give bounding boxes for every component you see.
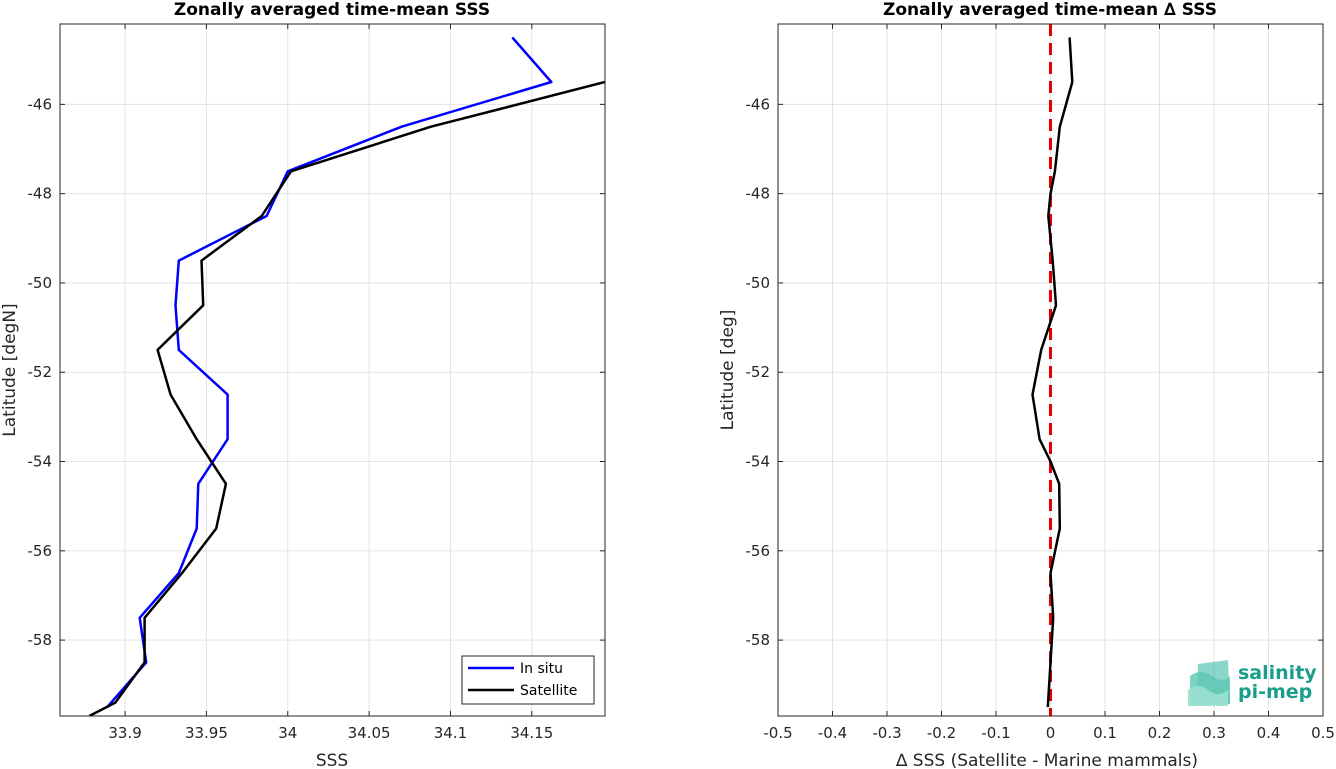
delta-sss-y-tick-label: -50 bbox=[746, 274, 771, 292]
sss-legend: In situ Satellite bbox=[461, 655, 595, 705]
delta-sss-x-tick-label: 0.5 bbox=[1311, 724, 1335, 742]
delta-sss-axis-ticks: -0.5 -0.4 -0.3 -0.2 -0.1 0 0.1 0.2 0.3 0.4 0.5 -46 -… bbox=[746, 24, 1335, 742]
delta-sss-series bbox=[1031, 24, 1074, 716]
delta-sss-y-tick-label: -48 bbox=[746, 185, 771, 203]
legend-label-satellite: Satellite bbox=[520, 683, 577, 699]
sss-panel-title: Zonally averaged time-mean SSS bbox=[174, 0, 490, 20]
legend-label-in-situ: In situ bbox=[520, 661, 563, 677]
delta-sss-x-axis-label: ∆ SSS (Satellite - Marine mammals) bbox=[895, 751, 1198, 769]
delta-sss-y-tick-label: -52 bbox=[746, 363, 771, 381]
salinity-pi-mep-logo: salinity pi-mep bbox=[1188, 660, 1317, 706]
sss-x-tick-label: 34 bbox=[278, 724, 297, 742]
delta-sss-x-tick-label: 0 bbox=[1046, 724, 1056, 742]
sss-series-line-in-situ bbox=[106, 36, 553, 708]
delta-sss-y-tick-label: -54 bbox=[746, 453, 771, 471]
delta-sss-panel-title: Zonally averaged time-mean ∆ SSS bbox=[883, 0, 1217, 20]
delta-sss-x-tick-label: 0.4 bbox=[1257, 724, 1281, 742]
sss-panel: Zonally averaged time-mean SSS 33.9 33.95… bbox=[0, 0, 606, 769]
delta-sss-x-tick-label: -0.1 bbox=[981, 724, 1010, 742]
sss-x-tick-label: 33.95 bbox=[185, 724, 228, 742]
delta-sss-y-tick-label: -46 bbox=[746, 95, 771, 113]
delta-sss-panel: Zonally averaged time-mean ∆ SSS -0.5 -0.… bbox=[718, 0, 1335, 769]
sss-y-tick-label: -50 bbox=[28, 274, 53, 292]
delta-sss-x-tick-label: 0.1 bbox=[1093, 724, 1117, 742]
sss-axes-box bbox=[59, 23, 606, 717]
delta-sss-x-tick-label: -0.2 bbox=[927, 724, 956, 742]
sss-x-axis-label: SSS bbox=[316, 751, 348, 769]
sss-y-tick-label: -54 bbox=[28, 453, 53, 471]
sss-x-tick-label: 34.05 bbox=[348, 724, 391, 742]
delta-sss-y-axis-label: Latitude [deg] bbox=[718, 310, 738, 431]
sss-y-tick-label: -56 bbox=[28, 542, 53, 560]
legend-box bbox=[461, 655, 595, 705]
delta-sss-y-tick-label: -58 bbox=[746, 631, 771, 649]
sss-grid bbox=[60, 24, 605, 716]
delta-sss-x-tick-label: -0.4 bbox=[818, 724, 847, 742]
sss-y-tick-label: -58 bbox=[28, 631, 53, 649]
sss-axis-ticks: 33.9 33.95 34 34.05 34.1 34.15 -46 -48 -50 -52 -54… bbox=[28, 24, 605, 742]
logo-text-pi-mep: pi-mep bbox=[1238, 681, 1312, 703]
logo-wave-icon bbox=[1188, 660, 1230, 706]
delta-sss-series-line-difference bbox=[1031, 37, 1074, 708]
sss-x-tick-label: 33.9 bbox=[108, 724, 141, 742]
sss-series-line-satellite bbox=[88, 80, 605, 716]
sss-x-tick-label: 34.15 bbox=[510, 724, 553, 742]
delta-sss-x-tick-label: 0.3 bbox=[1202, 724, 1226, 742]
delta-sss-y-tick-label: -56 bbox=[746, 542, 771, 560]
delta-sss-x-tick-label: -0.5 bbox=[763, 724, 792, 742]
delta-sss-x-tick-label: 0.2 bbox=[1148, 724, 1172, 742]
delta-sss-axes-box bbox=[777, 23, 1324, 717]
sss-x-tick-label: 34.1 bbox=[434, 724, 467, 742]
sss-y-tick-label: -46 bbox=[28, 95, 53, 113]
sss-y-tick-label: -52 bbox=[28, 363, 53, 381]
sss-y-axis-label: Latitude [degN] bbox=[0, 303, 20, 436]
sss-series bbox=[88, 36, 605, 716]
sss-y-tick-label: -48 bbox=[28, 185, 53, 203]
logo-text-salinity: salinity bbox=[1238, 662, 1317, 684]
delta-sss-x-tick-label: -0.3 bbox=[872, 724, 901, 742]
